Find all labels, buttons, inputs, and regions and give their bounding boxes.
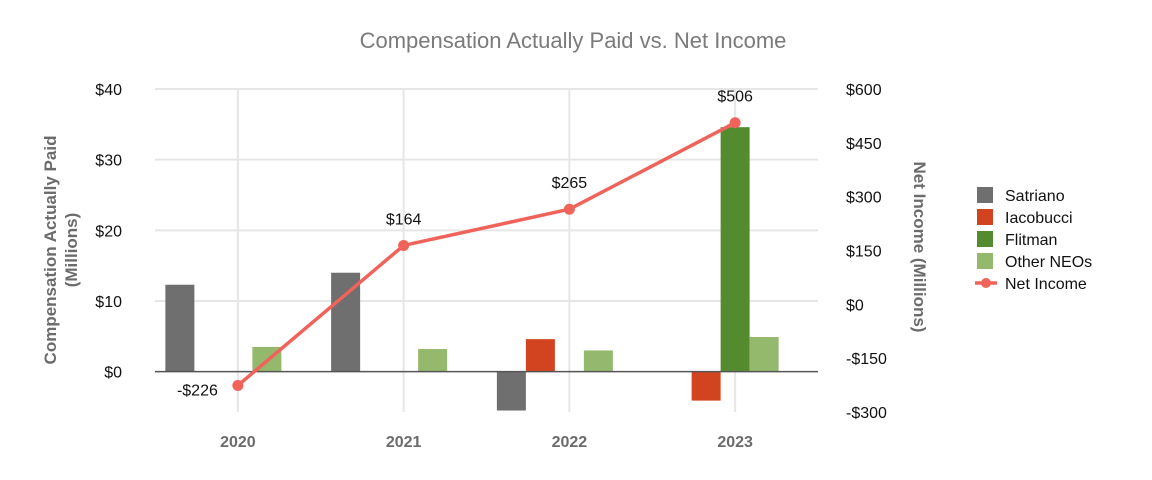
- legend-swatch-other-neos: [977, 253, 993, 269]
- legend-label-other-neos: Other NEOs: [1005, 254, 1092, 271]
- net-income-label-2020: -$226: [177, 382, 218, 399]
- chart-title: Compensation Actually Paid vs. Net Incom…: [360, 28, 787, 53]
- bar-iacobucci-2022: [525, 339, 555, 372]
- axes: $40 $30 $20 $10 $0 $600 $450 $300 $150 $0 -$150 -$3…: [41, 82, 929, 451]
- y-right-axis-title: Net Income (Millions): [910, 162, 929, 333]
- x-tick-2023: 2023: [717, 434, 753, 451]
- legend-label-iacobucci: Iacobucci: [1005, 210, 1073, 227]
- bar-flitman-2023: [720, 127, 750, 372]
- net-income-point-2022: [563, 203, 575, 215]
- legend-swatch-iacobucci: [977, 209, 993, 225]
- y-right-tick-0: $0: [846, 297, 864, 314]
- y-left-axis-title-line: (Millions): [62, 213, 81, 288]
- bar-other-neos-2023: [749, 337, 779, 372]
- y-right-tick-150: -$150: [846, 351, 887, 368]
- bars: [165, 127, 779, 411]
- legend-swatch-flitman: [977, 231, 993, 247]
- net-income-polyline: [236, 121, 736, 387]
- x-tick-2020: 2020: [220, 434, 256, 451]
- net-income-point-2023: [729, 117, 741, 129]
- y-left-axis-title: Compensation Actually Paid (Millions): [41, 136, 81, 365]
- bar-satriano-2022: [496, 371, 526, 411]
- y-left-tick-0: $0: [104, 365, 122, 382]
- net-income-label-2022: $265: [552, 175, 588, 192]
- data-labels: -$226 $164 $265 $506: [177, 89, 753, 400]
- bar-other-neos-2021: [418, 349, 448, 372]
- legend: Satriano Iacobucci Flitman Other NEOs Net In…: [975, 187, 1092, 293]
- legend-swatch-net-income-marker: [981, 278, 991, 288]
- net-income-line: [232, 117, 741, 391]
- y-left-tick-40: $40: [95, 82, 122, 99]
- legend-swatch-satriano: [977, 187, 993, 203]
- net-income-label-2023: $506: [717, 89, 753, 106]
- y-left-tick-10: $10: [95, 294, 122, 311]
- x-tick-2022: 2022: [552, 434, 588, 451]
- net-income-point-2021: [398, 239, 410, 251]
- y-right-tick-150: $150: [846, 244, 882, 261]
- bar-other-neos-2022: [583, 350, 613, 372]
- y-right-tick-300: $300: [846, 190, 882, 207]
- y-right-tick-300: -$300: [846, 405, 887, 422]
- y-right-tick-450: $450: [846, 136, 882, 153]
- net-income-label-2021: $164: [386, 211, 422, 228]
- legend-label-net-income: Net Income: [1005, 276, 1087, 293]
- y-left-tick-20: $20: [95, 223, 122, 240]
- bar-iacobucci-2023: [691, 371, 721, 401]
- bar-satriano-2021: [331, 272, 361, 372]
- net-income-point-2020: [232, 379, 244, 391]
- x-tick-2021: 2021: [386, 434, 422, 451]
- legend-label-satriano: Satriano: [1005, 188, 1065, 205]
- y-left-tick-30: $30: [95, 153, 122, 170]
- y-right-tick-600: $600: [846, 82, 882, 99]
- legend-label-flitman: Flitman: [1005, 232, 1057, 249]
- y-left-axis-title-line: Compensation Actually Paid: [41, 136, 60, 365]
- bar-satriano-2020: [165, 284, 195, 372]
